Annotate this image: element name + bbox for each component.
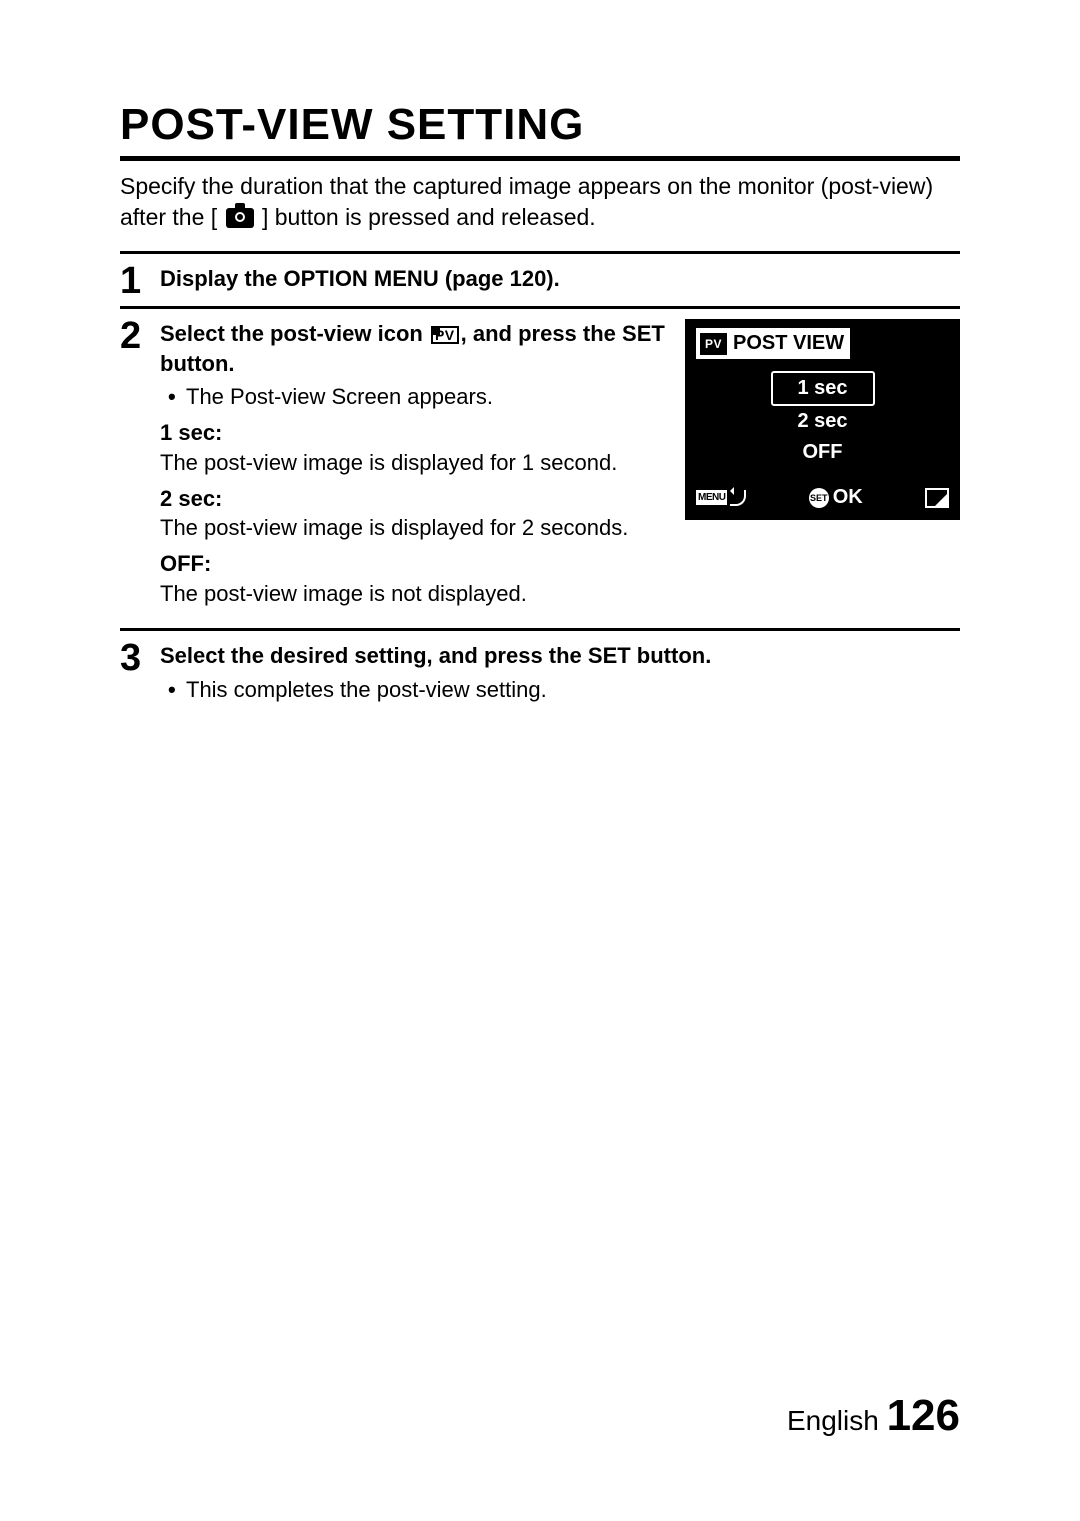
step-3-number: 3 xyxy=(120,639,160,677)
step-2-bullet: The Post-view Screen appears. xyxy=(186,382,665,412)
footer-lang: English xyxy=(787,1405,879,1436)
screen-footer: MENU SET OK xyxy=(696,478,949,511)
set-ok: SET OK xyxy=(809,484,863,511)
opt2-desc: The post-view image is displayed for 2 s… xyxy=(160,513,665,543)
post-view-screen: PV POST VIEW 1 sec2 secOFF MENU SET OK xyxy=(685,319,960,520)
step-2-text: Select the post-view icon PV, and press … xyxy=(160,319,665,608)
step-1-head: Display the OPTION MENU (page 120). xyxy=(160,266,560,291)
step-3-bullet: This completes the post-view setting. xyxy=(186,675,960,705)
opt1-label: 1 sec: xyxy=(160,418,665,448)
step-rule-3 xyxy=(120,628,960,631)
ok-label: OK xyxy=(833,484,863,511)
page-corner-icon xyxy=(925,488,949,508)
step-2: 2 Select the post-view icon PV, and pres… xyxy=(120,319,960,608)
opt1-desc: The post-view image is displayed for 1 s… xyxy=(160,448,665,478)
screen-header: PV POST VIEW xyxy=(696,328,850,359)
step-1-number: 1 xyxy=(120,262,160,300)
step-3-head: Select the desired setting, and press th… xyxy=(160,643,711,668)
opt2-label: 2 sec: xyxy=(160,484,665,514)
opt3-label: OFF: xyxy=(160,549,665,579)
intro-text: Specify the duration that the captured i… xyxy=(120,171,960,233)
set-icon: SET xyxy=(809,488,829,508)
step-3: 3 Select the desired setting, and press … xyxy=(120,641,960,704)
intro-after: ] button is pressed and released. xyxy=(262,204,596,230)
screen-title: POST VIEW xyxy=(733,330,844,357)
pv-icon: PV xyxy=(700,333,727,355)
pv-icon-inline: PV xyxy=(431,326,459,344)
return-icon xyxy=(730,490,746,506)
menu-label: MENU xyxy=(696,490,727,506)
step-rule-1 xyxy=(120,251,960,254)
step-rule-2 xyxy=(120,306,960,309)
menu-return-icon: MENU xyxy=(696,490,746,506)
screen-option: OFF xyxy=(773,437,873,468)
manual-page: POST-VIEW SETTING Specify the duration t… xyxy=(0,0,1080,1521)
footer-page: 126 xyxy=(887,1391,960,1440)
screen-option: 2 sec xyxy=(773,406,873,437)
opt3-desc: The post-view image is not displayed. xyxy=(160,579,665,609)
screen-options: 1 sec2 secOFF xyxy=(696,371,949,468)
page-title: POST-VIEW SETTING xyxy=(120,100,960,150)
camera-icon xyxy=(226,208,254,228)
screen-option: 1 sec xyxy=(771,371,875,406)
step-2-head-before: Select the post-view icon xyxy=(160,321,429,346)
title-rule xyxy=(120,156,960,161)
step-2-number: 2 xyxy=(120,317,160,355)
step-1: 1 Display the OPTION MENU (page 120). xyxy=(120,264,960,300)
page-footer: English 126 xyxy=(787,1391,960,1441)
